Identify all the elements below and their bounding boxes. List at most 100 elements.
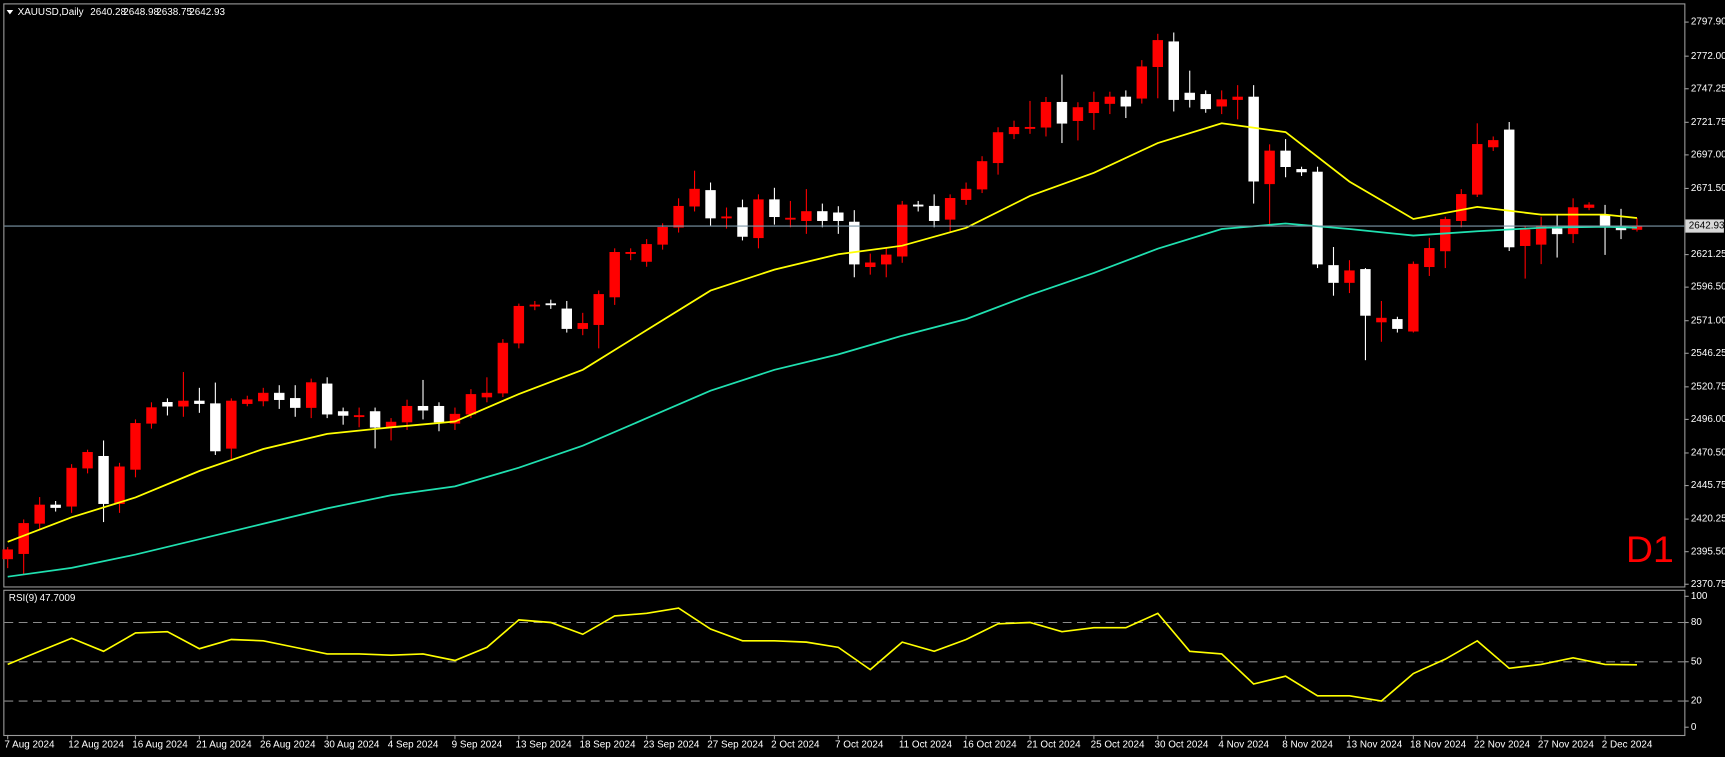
candle-body <box>1232 96 1243 100</box>
candle-body <box>1264 150 1275 185</box>
candle-body <box>737 207 748 237</box>
candle-body <box>146 407 157 424</box>
candle-body <box>465 394 477 415</box>
y-tick-label: 2697.00 <box>1691 149 1725 160</box>
candle-body <box>481 392 493 398</box>
candle-body <box>401 405 413 423</box>
x-tick-label: 9 Sep 2024 <box>452 739 503 750</box>
candle-body <box>1136 66 1148 99</box>
y-tick-label: 2520.75 <box>1691 381 1725 392</box>
candle-body <box>1488 140 1499 148</box>
candle-body <box>673 205 684 228</box>
candle-body <box>1184 92 1195 100</box>
x-tick-label: 21 Aug 2024 <box>196 739 252 750</box>
candle-body <box>1120 96 1132 107</box>
y-tick-label: 2772.00 <box>1691 51 1725 62</box>
candle-body <box>976 161 988 190</box>
y-tick-label: 0 <box>1691 722 1697 733</box>
x-tick-label: 16 Oct 2024 <box>963 739 1017 750</box>
rsi-value: 47.7009 <box>40 593 76 604</box>
y-tick-label: 2596.50 <box>1691 282 1725 293</box>
candle-body <box>130 423 141 470</box>
candle-body <box>545 303 557 306</box>
candle-body <box>513 305 525 344</box>
candle-body <box>833 212 844 221</box>
x-tick-label: 13 Sep 2024 <box>516 739 573 750</box>
candle-body <box>1296 169 1307 173</box>
candle-body <box>625 251 636 254</box>
candle-body <box>274 392 285 400</box>
close-label: 2642.93 <box>189 7 225 18</box>
candle-body <box>1104 96 1116 104</box>
candle-body <box>50 504 61 508</box>
candle-body <box>944 198 956 220</box>
candle-body <box>593 294 604 325</box>
candle-body <box>577 323 588 329</box>
candle-body <box>753 199 764 239</box>
open-label: 2640.28 <box>90 7 126 18</box>
rsi-line <box>7 607 1637 702</box>
candle-body <box>1344 270 1355 283</box>
candle-body <box>66 467 77 507</box>
high-label: 2648.98 <box>123 7 159 18</box>
candle-body <box>1567 207 1579 235</box>
y-tick-label: 2546.25 <box>1691 348 1725 359</box>
candle-body <box>1248 96 1259 182</box>
candle-body <box>1088 101 1100 114</box>
candle-body <box>1312 171 1323 265</box>
candle-body <box>1599 215 1611 228</box>
y-tick-label: 20 <box>1691 696 1703 707</box>
candle-body <box>162 402 173 407</box>
candle-body <box>258 392 269 402</box>
candle-body <box>18 523 29 554</box>
y-tick-label: 2621.25 <box>1691 249 1725 260</box>
candle-body <box>337 411 349 416</box>
candle-body <box>1040 101 1052 128</box>
candle-body <box>801 211 812 221</box>
candle-body <box>1024 126 1036 129</box>
candle-body <box>1360 269 1371 316</box>
candle-body <box>353 415 365 418</box>
x-tick-label: 12 Aug 2024 <box>68 739 124 750</box>
x-tick-label: 26 Aug 2024 <box>260 739 316 750</box>
y-tick-label: 50 <box>1691 656 1703 667</box>
candle-body <box>433 405 445 423</box>
candle-body <box>1551 228 1563 235</box>
candle-body <box>641 244 652 262</box>
candle-body <box>1328 265 1339 283</box>
candle-body <box>417 405 429 411</box>
y-tick-label: 2571.00 <box>1691 315 1725 326</box>
candle-body <box>1376 317 1387 323</box>
candle-body <box>321 383 333 415</box>
moving-average-line <box>7 122 1638 543</box>
x-tick-label: 30 Aug 2024 <box>324 739 380 750</box>
y-tick-label: 80 <box>1691 617 1703 628</box>
candle-body <box>912 204 924 207</box>
x-tick-label: 2 Oct 2024 <box>771 739 820 750</box>
candle-body <box>609 251 620 298</box>
candle-body <box>226 400 237 449</box>
x-tick-label: 23 Sep 2024 <box>643 739 700 750</box>
x-tick-label: 4 Nov 2024 <box>1218 739 1269 750</box>
y-tick-label: 2445.75 <box>1691 480 1725 491</box>
x-tick-label: 2 Dec 2024 <box>1602 739 1653 750</box>
moving-average-line <box>7 222 1638 578</box>
candle-body <box>1583 204 1595 208</box>
main-frame <box>3 3 1686 588</box>
candle-body <box>1056 101 1068 124</box>
menu-arrow[interactable] <box>6 9 14 15</box>
candle-body <box>2 549 13 560</box>
candle-body <box>242 399 253 404</box>
rsi-title: RSI(9) <box>9 593 38 604</box>
candle-body <box>1008 126 1020 135</box>
candle-body <box>785 217 796 220</box>
x-tick-label: 21 Oct 2024 <box>1027 739 1081 750</box>
x-tick-label: 16 Aug 2024 <box>132 739 188 750</box>
candle-body <box>992 132 1004 164</box>
candle-body <box>705 190 716 219</box>
x-tick-label: 18 Sep 2024 <box>579 739 636 750</box>
candle-body <box>497 342 509 394</box>
candle-body <box>1168 41 1179 100</box>
